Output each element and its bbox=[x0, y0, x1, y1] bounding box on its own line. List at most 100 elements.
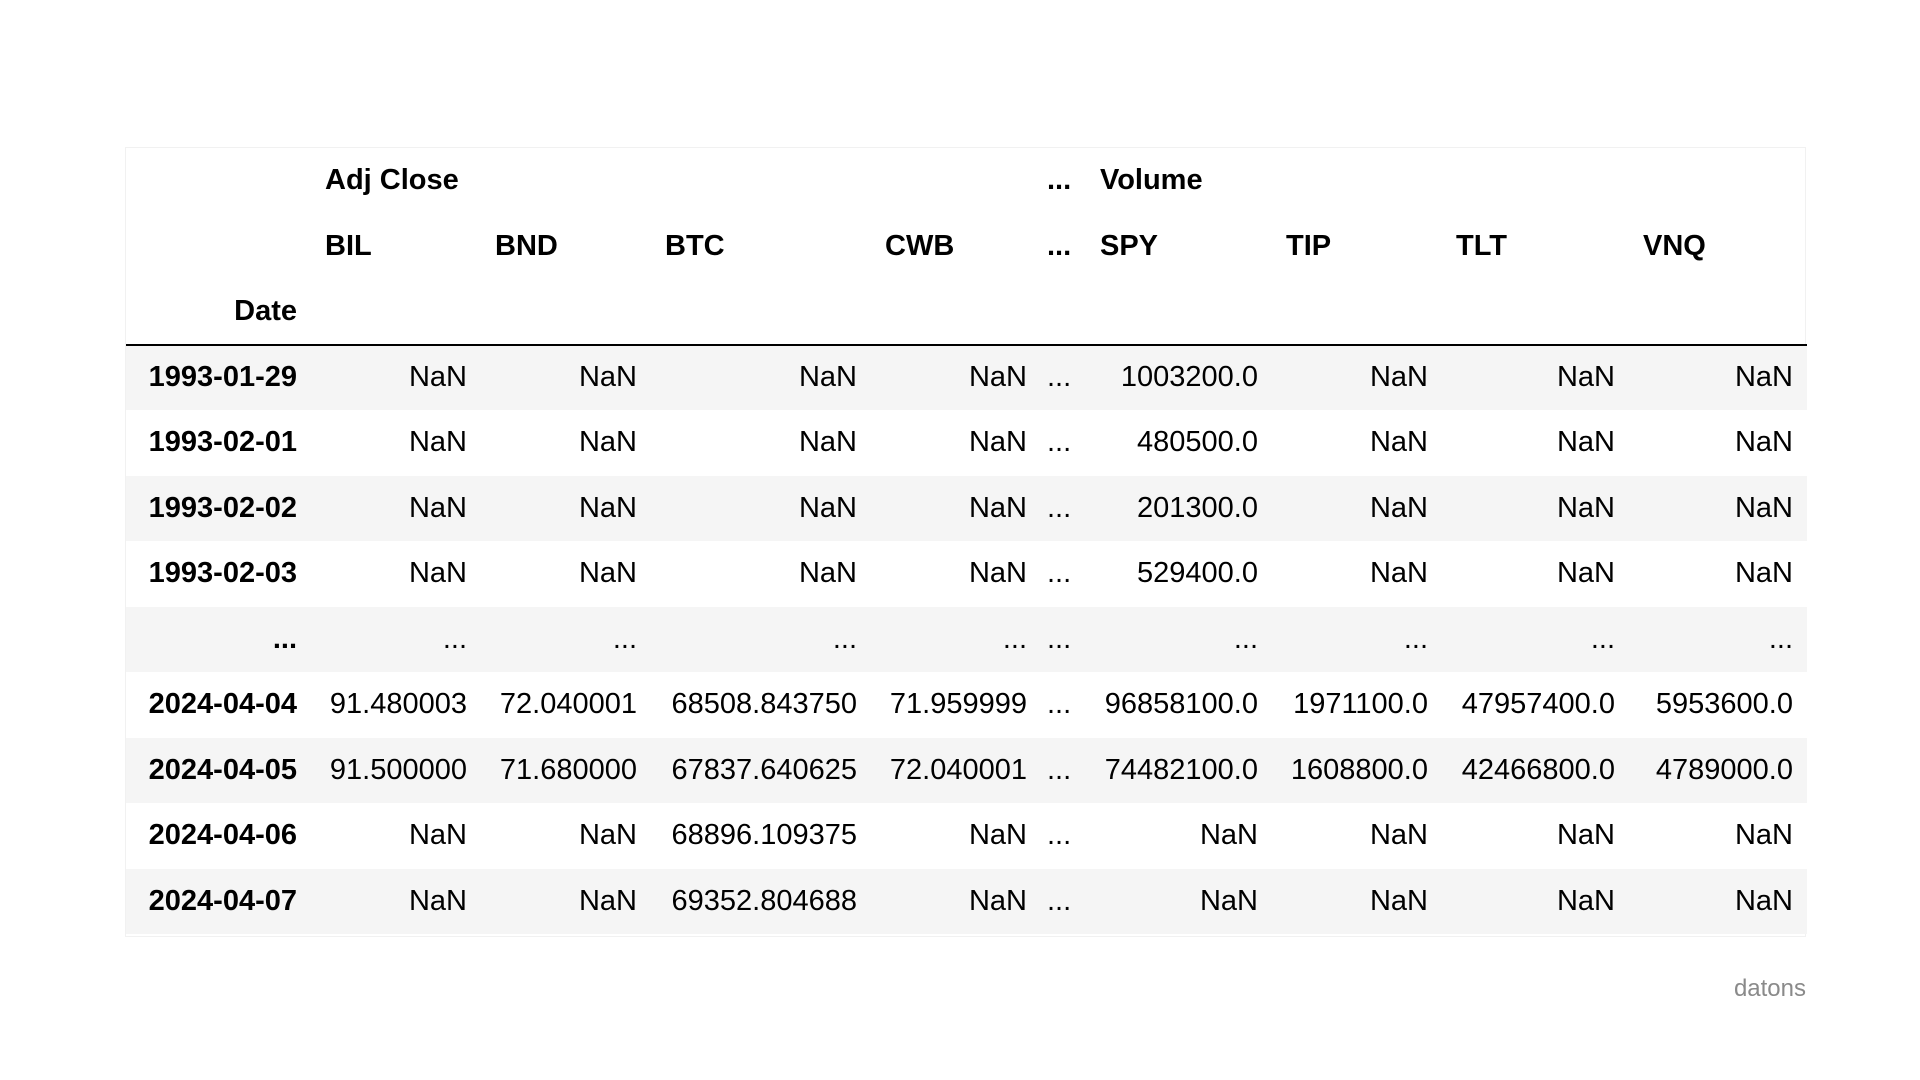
ellipsis-cell: ... bbox=[1047, 884, 1072, 917]
header-cell bbox=[1086, 279, 1272, 346]
table-cell: 1003200.0 bbox=[1120, 361, 1258, 394]
table-cell: NaN bbox=[968, 557, 1027, 590]
table-cell: NaN bbox=[798, 491, 857, 524]
header-cell-vnq: VNQ bbox=[1643, 229, 1706, 262]
header-cell bbox=[651, 148, 871, 214]
dataframe-container: Adj Close ... Volume BIL BND BTC CWB ...… bbox=[125, 147, 1807, 937]
row-index-date: 1993-02-01 bbox=[148, 426, 297, 459]
header-cell bbox=[1629, 279, 1807, 346]
table-cell: NaN bbox=[1369, 361, 1428, 394]
table-cell: NaN bbox=[798, 557, 857, 590]
table-header: Adj Close ... Volume BIL BND BTC CWB ...… bbox=[126, 148, 1807, 346]
header-row-field: Adj Close ... Volume bbox=[126, 148, 1807, 214]
watermark-text: datons bbox=[1733, 975, 1806, 1002]
table-cell: 42466800.0 bbox=[1461, 753, 1615, 786]
ellipsis-cell: ... bbox=[1047, 557, 1072, 590]
header-cell-ellipsis: ... bbox=[1047, 164, 1072, 197]
ellipsis-cell: ... bbox=[1047, 819, 1072, 852]
header-cell bbox=[126, 148, 311, 214]
table-cell: 1608800.0 bbox=[1290, 753, 1428, 786]
index-name-cell: Date bbox=[126, 279, 311, 346]
ellipsis-cell: ... bbox=[1047, 491, 1072, 524]
table-cell: NaN bbox=[408, 361, 467, 394]
table-cell: 72.040001 bbox=[889, 753, 1027, 786]
table-row: 1993-02-02 NaN NaN NaN NaN... 201300.0 NaN NaN N… bbox=[126, 475, 1807, 541]
header-row-ticker: BIL BND BTC CWB ... SPY TIP TLT VNQ bbox=[126, 214, 1807, 280]
dataframe-table: Adj Close ... Volume BIL BND BTC CWB ...… bbox=[126, 148, 1807, 934]
ellipsis-cell: ... bbox=[1047, 426, 1072, 459]
table-row: 1993-02-03 NaN NaN NaN NaN... 529400.0 NaN NaN N… bbox=[126, 541, 1807, 607]
header-cell-tlt: TLT bbox=[1456, 229, 1507, 262]
table-cell: NaN bbox=[968, 491, 1027, 524]
table-cell: 5953600.0 bbox=[1655, 688, 1793, 721]
row-index-date: 1993-01-29 bbox=[148, 361, 297, 394]
table-cell: NaN bbox=[1556, 491, 1615, 524]
table-row: 1993-01-29 NaN NaN NaN NaN... 1003200.0 NaN NaN… bbox=[126, 344, 1807, 410]
header-cell bbox=[871, 279, 1041, 346]
table-cell: NaN bbox=[1734, 361, 1793, 394]
table-cell: ... bbox=[1590, 622, 1615, 655]
table-row: .............................. bbox=[126, 606, 1807, 672]
row-index-date: 2024-04-07 bbox=[148, 884, 297, 917]
row-index-date: 1993-02-03 bbox=[148, 557, 297, 590]
table-cell: ... bbox=[832, 622, 857, 655]
header-cell bbox=[1272, 279, 1442, 346]
table-cell: NaN bbox=[578, 884, 637, 917]
table-cell: NaN bbox=[1734, 491, 1793, 524]
header-cell-spy: SPY bbox=[1100, 229, 1159, 262]
table-cell: 68896.109375 bbox=[671, 819, 857, 852]
table-cell: NaN bbox=[408, 557, 467, 590]
header-cell bbox=[481, 279, 651, 346]
table-cell: 91.500000 bbox=[329, 753, 467, 786]
table-cell: 201300.0 bbox=[1137, 491, 1258, 524]
table-row: 2024-04-06 NaN NaN 68896.109375 NaN... NaN NaN… bbox=[126, 803, 1807, 869]
header-cell bbox=[1442, 279, 1629, 346]
header-cell-ellipsis: ... bbox=[1047, 229, 1072, 262]
table-cell: NaN bbox=[968, 884, 1027, 917]
row-index-date: 2024-04-05 bbox=[148, 753, 297, 786]
table-row: 2024-04-04 91.480003 72.040001 68508.843750… bbox=[126, 672, 1807, 738]
table-row: 1993-02-01 NaN NaN NaN NaN... 480500.0 NaN NaN N… bbox=[126, 410, 1807, 476]
table-cell: NaN bbox=[578, 557, 637, 590]
table-cell: NaN bbox=[1734, 884, 1793, 917]
table-cell: NaN bbox=[1369, 884, 1428, 917]
ellipsis-cell: ... bbox=[1047, 622, 1072, 655]
table-cell: NaN bbox=[798, 426, 857, 459]
table-cell: NaN bbox=[968, 819, 1027, 852]
table-cell: 91.480003 bbox=[329, 688, 467, 721]
table-body: 1993-01-29 NaN NaN NaN NaN... 1003200.0 NaN NaN… bbox=[126, 344, 1807, 934]
table-cell: NaN bbox=[1556, 884, 1615, 917]
table-cell: 68508.843750 bbox=[671, 688, 857, 721]
table-cell: 96858100.0 bbox=[1104, 688, 1258, 721]
table-cell: NaN bbox=[1369, 557, 1428, 590]
table-cell: 71.959999 bbox=[889, 688, 1027, 721]
header-cell bbox=[651, 279, 871, 346]
header-cell-adj-close: Adj Close bbox=[325, 164, 459, 197]
header-cell bbox=[1629, 148, 1807, 214]
table-cell: NaN bbox=[798, 361, 857, 394]
header-cell bbox=[1272, 148, 1442, 214]
table-cell: NaN bbox=[1556, 361, 1615, 394]
header-cell-bil: BIL bbox=[325, 229, 372, 262]
table-cell: NaN bbox=[1199, 884, 1258, 917]
table-cell: NaN bbox=[578, 426, 637, 459]
table-cell: NaN bbox=[1556, 426, 1615, 459]
header-cell bbox=[871, 148, 1041, 214]
table-cell: ... bbox=[612, 622, 637, 655]
header-row-index-name: Date bbox=[126, 279, 1807, 346]
table-cell: 67837.640625 bbox=[671, 753, 857, 786]
table-cell: 72.040001 bbox=[499, 688, 637, 721]
table-cell: 1971100.0 bbox=[1293, 688, 1428, 721]
table-cell: NaN bbox=[408, 491, 467, 524]
table-cell: NaN bbox=[1556, 557, 1615, 590]
row-index-date: 2024-04-04 bbox=[148, 688, 297, 721]
table-cell: NaN bbox=[1369, 426, 1428, 459]
ellipsis-cell: ... bbox=[1047, 688, 1072, 721]
table-cell: ... bbox=[1002, 622, 1027, 655]
table-row: 2024-04-05 91.500000 71.680000 67837.640625… bbox=[126, 737, 1807, 803]
header-cell-volume: Volume bbox=[1100, 164, 1203, 197]
table-cell: NaN bbox=[968, 426, 1027, 459]
table-cell: ... bbox=[1768, 622, 1793, 655]
table-cell: NaN bbox=[1734, 557, 1793, 590]
table-cell: NaN bbox=[1369, 491, 1428, 524]
